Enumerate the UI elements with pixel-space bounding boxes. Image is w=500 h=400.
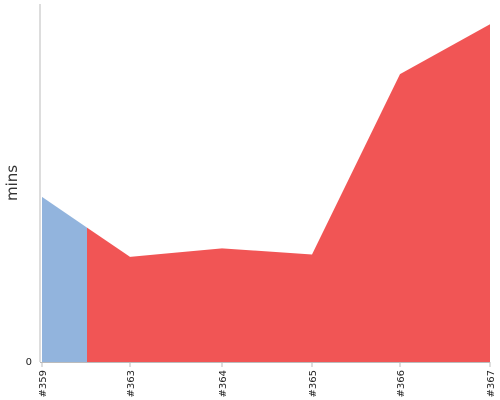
area-segment	[87, 227, 130, 362]
area-segment	[130, 248, 222, 362]
area-segment	[312, 74, 400, 362]
area-segment	[222, 248, 312, 362]
x-tick-label: #363	[126, 370, 137, 397]
x-axis-ticks: #359 #363 #364 #365 #366 #367	[38, 362, 497, 397]
y-axis-title: mins	[3, 165, 21, 201]
y-tick-label: 0	[26, 357, 32, 368]
area-segments	[42, 24, 490, 363]
x-tick-label: #366	[396, 370, 407, 397]
x-tick-label: #365	[308, 370, 319, 397]
x-tick-label: #359	[38, 370, 49, 397]
x-tick-label: #367	[486, 370, 497, 397]
x-tick-label: #364	[218, 370, 229, 397]
area-segment	[400, 24, 490, 363]
y-axis-ticks: 0	[26, 357, 32, 368]
area-segment	[42, 196, 87, 362]
